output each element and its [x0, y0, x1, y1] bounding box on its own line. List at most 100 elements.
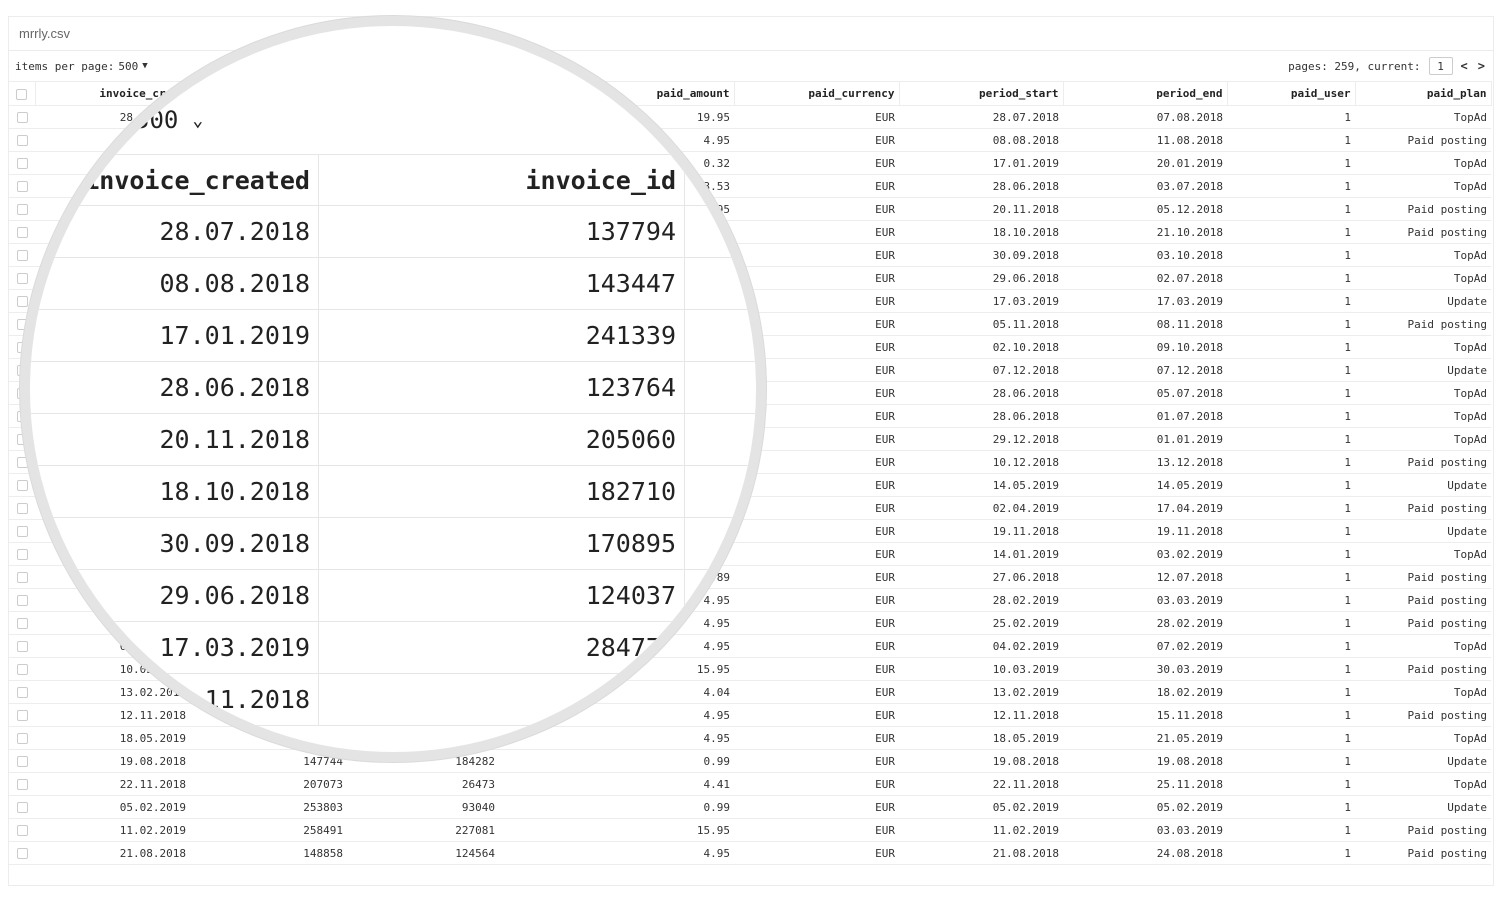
lens-cell-invoice-id: 137794 [319, 206, 685, 257]
cell-period-end: 02.07.2018 [1063, 266, 1227, 290]
cell-paid-currency: EUR [734, 174, 899, 198]
cell-paid-plan: Update [1355, 473, 1491, 497]
cell-column-3: 93040 [347, 795, 499, 819]
cell-period-end: 20.01.2019 [1063, 151, 1227, 175]
cell-paid-currency: EUR [734, 381, 899, 405]
cell-paid-plan: Update [1355, 358, 1491, 382]
column-header-period-start[interactable]: period_start [899, 81, 1064, 106]
chevron-right-icon[interactable]: > [1477, 59, 1485, 73]
cell-paid-user: 1 [1227, 565, 1355, 589]
cell-period-end: 30.03.2019 [1063, 657, 1227, 681]
cell-period-end: 11.08.2018 [1063, 128, 1227, 152]
cell-period-end: 17.04.2019 [1063, 496, 1227, 520]
row-checkbox[interactable] [9, 519, 35, 543]
table-row[interactable]: 4.95 EUR 28.02.2019 03.03.2019 1 Paid posting [9, 588, 1491, 612]
cell-paid-user: 1 [1227, 243, 1355, 267]
row-checkbox[interactable] [9, 105, 35, 129]
lens-cell-invoice-created: 20.11.2018 [30, 414, 319, 465]
cell-paid-plan: Paid posting [1355, 611, 1491, 635]
cell-period-end: 03.03.2019 [1063, 818, 1227, 842]
cell-period-end: 05.12.2018 [1063, 197, 1227, 221]
cell-paid-plan: TopAd [1355, 174, 1491, 198]
row-checkbox[interactable] [9, 174, 35, 198]
cell-paid-currency: EUR [734, 105, 899, 129]
row-checkbox[interactable] [9, 611, 35, 635]
column-header-paid-plan[interactable]: paid_plan [1355, 81, 1492, 106]
lens-cell-invoice-id: 241339 [319, 310, 685, 361]
row-checkbox[interactable] [9, 243, 35, 267]
cell-period-end: 01.07.2018 [1063, 404, 1227, 428]
cell-period-end: 14.05.2019 [1063, 473, 1227, 497]
row-checkbox[interactable] [9, 197, 35, 221]
table-row[interactable]: 05.02.2019 253803 93040 0.99 EUR 05.02.2019 05… [9, 795, 1491, 819]
table-row[interactable]: 22.11.2018 207073 26473 4.41 EUR 22.11.2018 25… [9, 772, 1491, 796]
cell-paid-plan: TopAd [1355, 381, 1491, 405]
lens-row: 18.10.2018 182710 [30, 466, 756, 518]
table-row[interactable]: 21.08.2018 148858 124564 4.95 EUR 21.08.2018 2… [9, 841, 1491, 865]
cell-invoice-created: 12.11.2018 [35, 703, 190, 727]
row-checkbox[interactable] [9, 220, 35, 244]
row-checkbox[interactable] [9, 634, 35, 658]
cell-period-end: 17.03.2019 [1063, 289, 1227, 313]
row-checkbox[interactable] [9, 772, 35, 796]
cell-paid-plan: Paid posting [1355, 496, 1491, 520]
cell-period-start: 17.01.2019 [899, 151, 1063, 175]
row-checkbox[interactable] [9, 565, 35, 589]
table-row[interactable]: 11.02.2019 258491 227081 15.95 EUR 11.02.2019… [9, 818, 1491, 842]
items-per-page-value: 500 [118, 59, 139, 73]
row-checkbox[interactable] [9, 795, 35, 819]
cell-paid-user: 1 [1227, 220, 1355, 244]
row-checkbox[interactable] [9, 680, 35, 704]
row-checkbox[interactable] [9, 657, 35, 681]
cell-paid-amount: 4.95 [499, 726, 734, 750]
row-checkbox[interactable] [9, 726, 35, 750]
cell-period-start: 21.08.2018 [899, 841, 1063, 865]
cell-paid-user: 1 [1227, 450, 1355, 474]
cell-paid-currency: EUR [734, 335, 899, 359]
row-checkbox[interactable] [9, 841, 35, 865]
pagination: pages: 259, current: 1 < > [1288, 57, 1487, 75]
cell-paid-plan: TopAd [1355, 634, 1491, 658]
chevron-left-icon[interactable]: < [1460, 59, 1468, 73]
column-header-paid-currency[interactable]: paid_currency [734, 81, 900, 106]
cell-paid-plan: TopAd [1355, 266, 1491, 290]
cell-paid-amount: 4.41 [499, 772, 734, 796]
lens-cell-invoice-created: 18.10.2018 [30, 466, 319, 517]
cell-period-end: 03.02.2019 [1063, 542, 1227, 566]
row-checkbox[interactable] [9, 542, 35, 566]
cell-paid-user: 1 [1227, 795, 1355, 819]
cell-period-start: 14.01.2019 [899, 542, 1063, 566]
cell-period-start: 27.06.2018 [899, 565, 1063, 589]
row-checkbox[interactable] [9, 496, 35, 520]
row-checkbox[interactable] [9, 128, 35, 152]
cell-paid-currency: EUR [734, 473, 899, 497]
lens-cell-invoice-id: 205060 [319, 414, 685, 465]
cell-paid-plan: Paid posting [1355, 197, 1491, 221]
select-all-checkbox[interactable] [9, 81, 36, 106]
table-row[interactable]: 19.08.2018 147744 184282 0.99 EUR 19.08.2018 1… [9, 749, 1491, 773]
row-checkbox[interactable] [9, 703, 35, 727]
cell-paid-currency: EUR [734, 266, 899, 290]
cell-paid-currency: EUR [734, 358, 899, 382]
cell-paid-user: 1 [1227, 427, 1355, 451]
current-page-input[interactable]: 1 [1428, 57, 1453, 75]
items-per-page-select[interactable]: items per page: 500 ▼ [15, 60, 148, 73]
column-header-period-end[interactable]: period_end [1063, 81, 1228, 106]
cell-paid-currency: EUR [734, 312, 899, 336]
row-checkbox[interactable] [9, 588, 35, 612]
row-checkbox[interactable] [9, 151, 35, 175]
row-checkbox[interactable] [9, 749, 35, 773]
cell-paid-user: 1 [1227, 289, 1355, 313]
lens-row: 30.09.2018 170895 [30, 518, 756, 570]
cell-period-end: 07.08.2018 [1063, 105, 1227, 129]
cell-paid-plan: Paid posting [1355, 565, 1491, 589]
cell-paid-currency: EUR [734, 611, 899, 635]
column-header-paid-user[interactable]: paid_user [1227, 81, 1356, 106]
cell-period-start: 13.02.2019 [899, 680, 1063, 704]
cell-invoice-id: 207073 [190, 772, 347, 796]
cell-paid-user: 1 [1227, 841, 1355, 865]
row-checkbox[interactable] [9, 818, 35, 842]
row-checkbox[interactable] [9, 266, 35, 290]
cell-paid-user: 1 [1227, 634, 1355, 658]
row-checkbox[interactable] [9, 473, 35, 497]
